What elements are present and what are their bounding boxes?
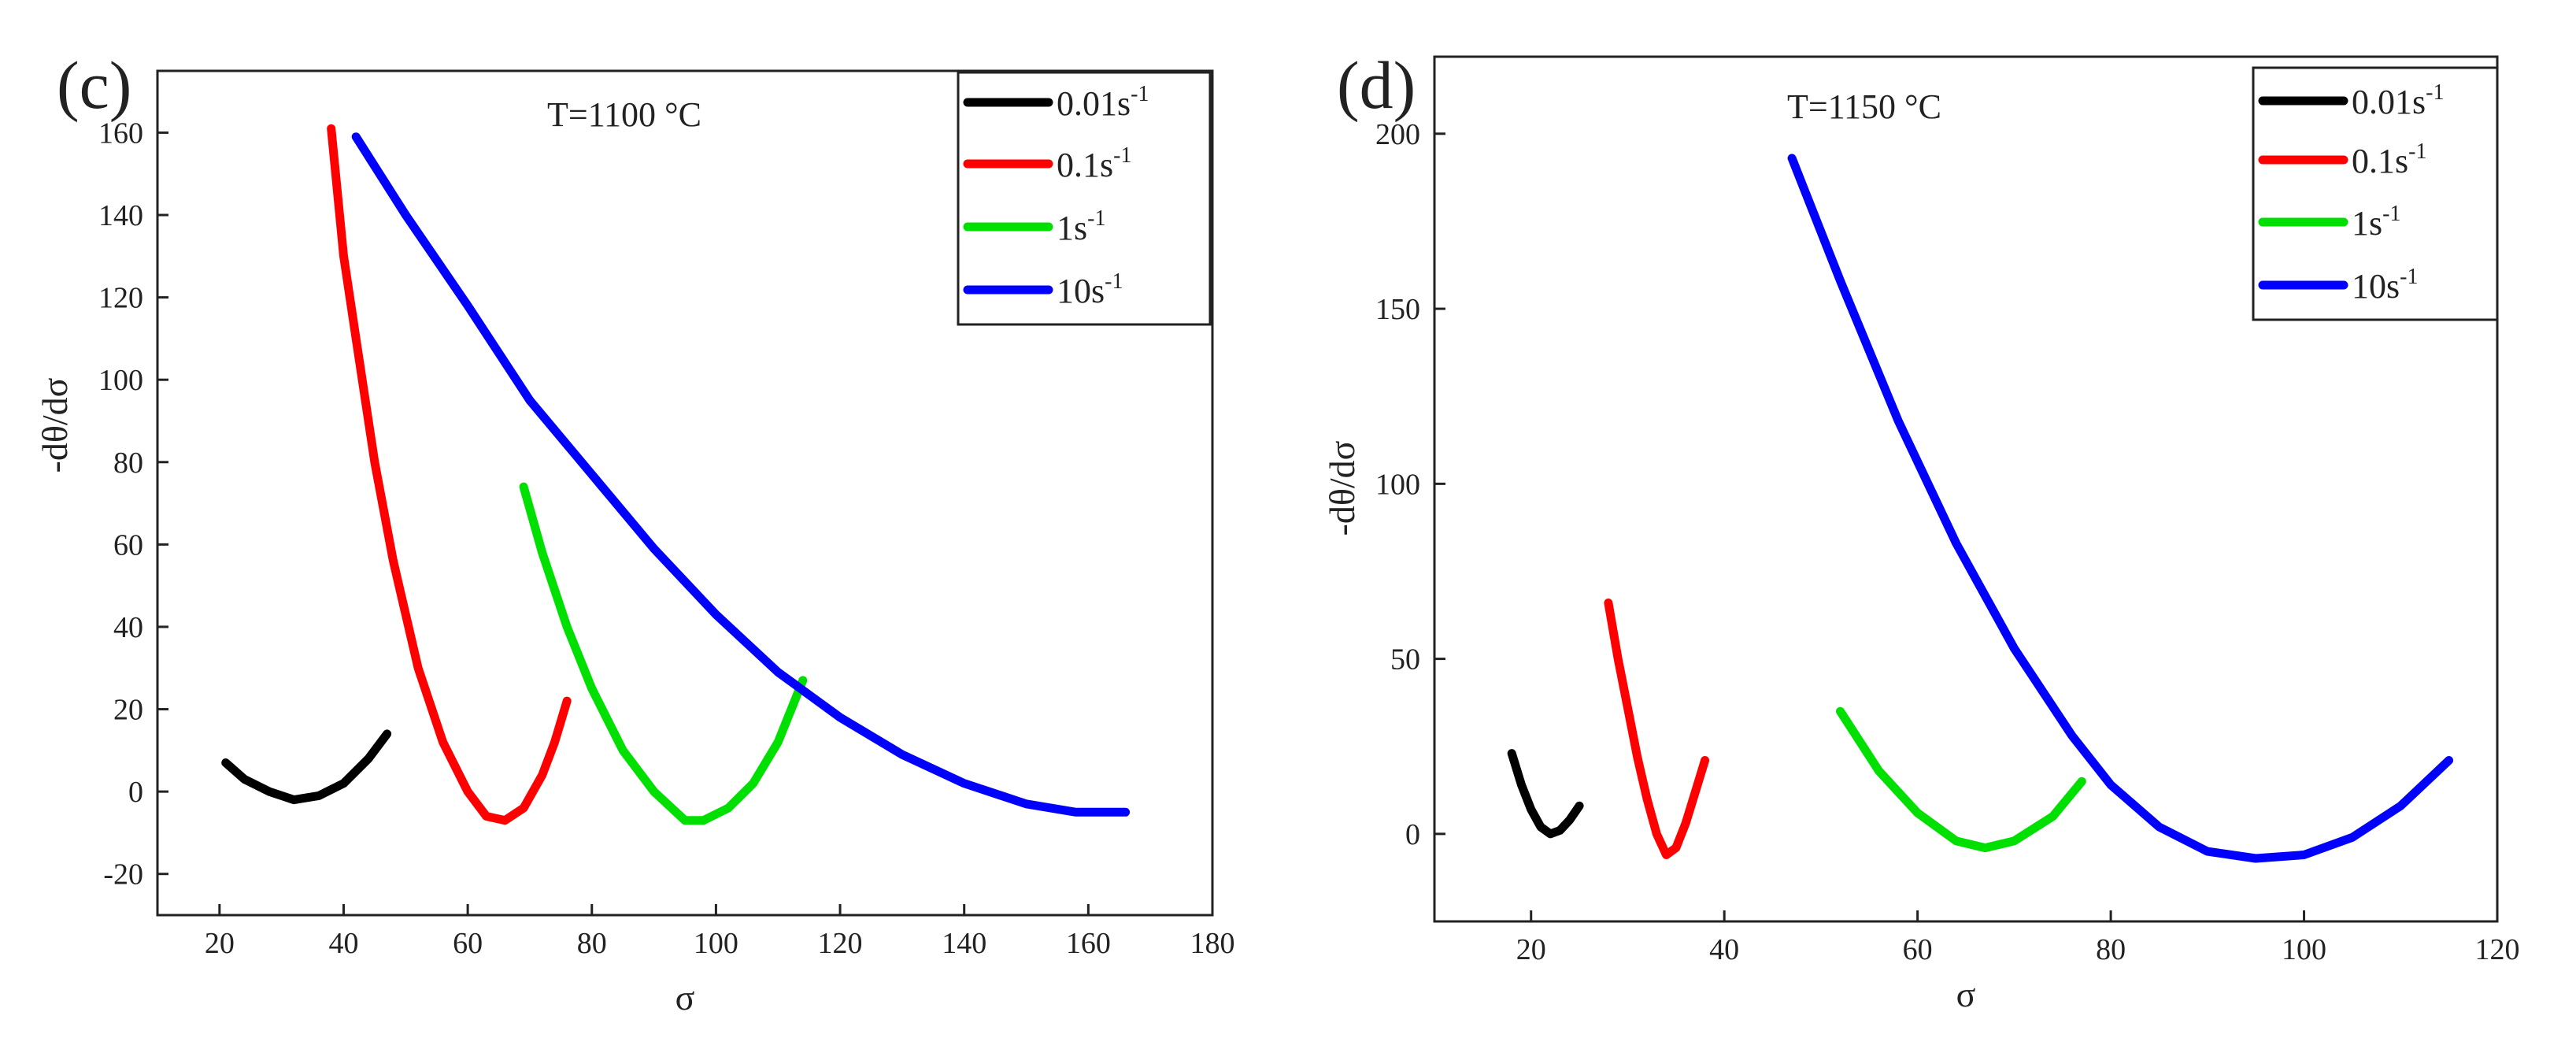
panel-label: (d) (1337, 47, 1416, 123)
legend-label-superscript: -1 (2382, 202, 2400, 226)
series-line-0.01s-1 (1507, 749, 1584, 839)
y-tick-label: 40 (113, 611, 143, 644)
y-tick-label: 140 (98, 199, 143, 232)
legend-label-superscript: -1 (2408, 139, 2426, 164)
chart-panel-c: 20 40 60 80 100 120 140 160 180 -20 0 20 40 60 80 100 12… (35, 47, 1235, 1017)
x-tick-label: 120 (818, 927, 863, 960)
x-tick-label: 40 (1709, 933, 1739, 966)
x-tick-label: 100 (694, 927, 738, 960)
y-tick-label: -20 (103, 858, 143, 891)
x-tick-label: 140 (942, 927, 986, 960)
legend-label: 1s-1 (2352, 202, 2400, 243)
temperature-annotation: T=1100 °C (547, 95, 701, 134)
y-tick-label: 50 (1390, 643, 1420, 676)
x-tick-label: 60 (453, 927, 483, 960)
legend-label-base: 0.1s (2352, 142, 2408, 180)
x-tick-label: 160 (1066, 927, 1111, 960)
y-tick-label: 200 (1375, 118, 1420, 151)
legend-label: 1s-1 (1057, 206, 1105, 247)
x-tick-label: 20 (205, 927, 235, 960)
series-line-0.1s-1 (1604, 599, 1710, 859)
series-layer (221, 124, 1131, 825)
y-tick-label: 0 (1405, 818, 1420, 851)
legend-label-superscript: -1 (1105, 269, 1123, 294)
legend-label: 0.01s-1 (1057, 82, 1149, 123)
y-axis-label: -dθ/dσ (1322, 440, 1362, 536)
legend-label-superscript: -1 (1087, 206, 1105, 231)
temperature-annotation: T=1150 °C (1787, 87, 1941, 126)
plot-frame (1433, 55, 2499, 923)
panel-label: (c) (57, 47, 131, 123)
x-axis-label: σ (675, 977, 695, 1017)
y-tick-label: 120 (98, 282, 143, 315)
series-line-1s-1 (519, 482, 808, 825)
x-tick-label: 80 (2096, 933, 2126, 966)
legend-label-superscript: -1 (1113, 143, 1131, 168)
legend-label-base: 0.01s (1057, 84, 1131, 123)
legend-label: 0.1s-1 (1057, 143, 1131, 184)
legend-frame (2252, 66, 2499, 321)
series-line-10s-1 (351, 132, 1131, 817)
legend-label: 10s-1 (2352, 265, 2418, 306)
y-tick-label: 150 (1375, 293, 1420, 326)
legend-label-base: 10s (1057, 272, 1105, 310)
y-axis-label: -dθ/dσ (35, 377, 75, 473)
x-tick-label: 20 (1516, 933, 1546, 966)
legend-label-superscript: -1 (2426, 80, 2444, 105)
x-tick-label: 60 (1903, 933, 1933, 966)
legend-label-base: 1s (1057, 209, 1087, 247)
x-tick-label: 100 (2282, 933, 2326, 966)
y-tick-label: 100 (1375, 468, 1420, 501)
legend-label: 0.1s-1 (2352, 139, 2426, 180)
legend-label-base: 0.1s (1057, 146, 1113, 184)
y-tick-label: 80 (113, 447, 143, 480)
series-line-0.1s-1 (327, 124, 572, 825)
legend-frame (957, 71, 1212, 326)
legend-label-superscript: -1 (1131, 82, 1149, 106)
y-tick-label: 0 (128, 776, 143, 809)
y-tick-label: 160 (98, 117, 143, 150)
legend-label-base: 10s (2352, 267, 2400, 306)
y-tick-label: 100 (98, 364, 143, 397)
legend-label: 0.01s-1 (2352, 80, 2444, 121)
legend-label-base: 1s (2352, 204, 2382, 243)
plot-frame (156, 69, 1214, 917)
x-tick-label: 120 (2475, 933, 2520, 966)
legend-label-base: 0.01s (2352, 83, 2426, 121)
series-layer (1507, 154, 2454, 863)
legend-label: 10s-1 (1057, 269, 1123, 310)
y-tick-label: 20 (113, 694, 143, 727)
series-line-0.01s-1 (221, 729, 392, 805)
x-tick-label: 40 (328, 927, 358, 960)
chart-panel-d: 20 40 60 80 100 120 0 50 100 150 200 (d) T=1150 °C… (1322, 47, 2520, 1014)
tick-group: 20 40 60 80 100 120 140 160 180 -20 0 20 40 60 80 100 12… (98, 117, 1235, 960)
x-axis-label: σ (1956, 974, 1976, 1014)
y-tick-label: 60 (113, 528, 143, 562)
series-line-10s-1 (1787, 154, 2454, 863)
x-tick-label: 180 (1190, 927, 1235, 960)
tick-group: 20 40 60 80 100 120 0 50 100 150 200 (1375, 118, 2520, 966)
series-line-1s-1 (1836, 706, 2086, 853)
x-tick-label: 80 (577, 927, 607, 960)
legend-label-superscript: -1 (2400, 265, 2418, 289)
